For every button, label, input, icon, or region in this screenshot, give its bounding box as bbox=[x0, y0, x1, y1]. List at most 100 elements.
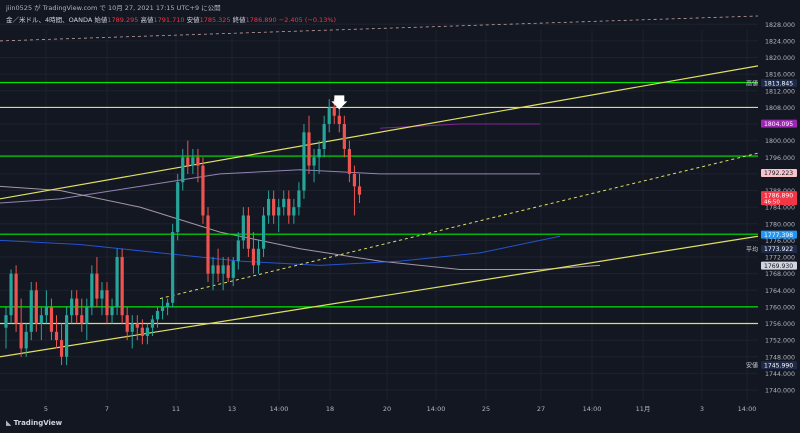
open-label: 始値 bbox=[94, 16, 108, 24]
candle bbox=[292, 198, 296, 224]
time-tick-label: 14:00 bbox=[583, 405, 602, 413]
time-tick-label: 27 bbox=[537, 405, 545, 413]
change-value: −2.405 (−0.13%) bbox=[278, 16, 337, 24]
trendlines[interactable] bbox=[0, 15, 759, 358]
candle-body bbox=[191, 157, 195, 166]
price-tick-label: 1780.000 bbox=[765, 221, 795, 228]
candle-body bbox=[282, 198, 286, 208]
candle bbox=[287, 190, 291, 224]
candle-body bbox=[251, 248, 256, 266]
candle bbox=[261, 207, 266, 258]
horizontal-levels[interactable] bbox=[0, 81, 758, 325]
candle-body bbox=[297, 190, 301, 208]
price-label: 平均 1773.922 bbox=[746, 245, 797, 254]
price-tick-label: 1808.000 bbox=[765, 105, 795, 112]
time-tick-label: 14:00 bbox=[738, 405, 757, 413]
candle-body bbox=[70, 298, 74, 316]
price-label-value: 1777.398 bbox=[764, 232, 793, 239]
candle bbox=[145, 323, 149, 345]
price-tick-label: 1820.000 bbox=[765, 55, 795, 62]
candle bbox=[221, 257, 225, 291]
candle bbox=[115, 248, 119, 316]
candle bbox=[75, 290, 79, 324]
candle bbox=[59, 323, 64, 366]
price-tick-label: 1828.000 bbox=[765, 22, 795, 29]
candle-body bbox=[357, 186, 362, 195]
high-label: 高値 bbox=[140, 16, 154, 24]
candle-body bbox=[347, 148, 351, 174]
candle-body bbox=[261, 215, 266, 249]
tv-logo-text: TradingView bbox=[13, 419, 63, 427]
candle bbox=[9, 269, 13, 324]
candle-body bbox=[120, 257, 124, 316]
candle bbox=[236, 232, 240, 270]
price-label-name: 安値 bbox=[746, 362, 758, 370]
candle bbox=[105, 281, 109, 324]
candle-body bbox=[39, 315, 43, 324]
price-label-value: 1745.990 bbox=[764, 362, 793, 369]
price-label-box bbox=[761, 261, 797, 270]
candle-body bbox=[332, 107, 336, 116]
moving-averages bbox=[0, 123, 601, 270]
ohlc-line: 金／米ドル、4時間、OANDA 始値1789.295 高値1791.710 安値… bbox=[6, 14, 336, 24]
price-tick-label: 1796.000 bbox=[765, 155, 795, 162]
candle-body bbox=[4, 315, 8, 328]
price-label: 安値 1745.990 bbox=[746, 361, 797, 370]
candle bbox=[100, 281, 104, 316]
candle-body bbox=[221, 265, 225, 274]
candle bbox=[241, 207, 245, 249]
candle-body bbox=[292, 207, 296, 216]
candle-body bbox=[160, 306, 165, 312]
tradingview-logo[interactable]: ◣ TradingView bbox=[6, 419, 62, 427]
price-label-name: 平均 bbox=[746, 246, 758, 254]
candle bbox=[206, 207, 210, 282]
candle bbox=[14, 265, 18, 332]
dashed-trendline bbox=[159, 152, 759, 300]
candle bbox=[24, 323, 28, 357]
candle bbox=[307, 115, 311, 174]
candle bbox=[125, 306, 129, 341]
price-axis[interactable]: 1740.000 1744.000 1748.000 1752.000 1756.000… bbox=[765, 22, 795, 395]
candle bbox=[201, 157, 205, 224]
candle-body bbox=[246, 215, 250, 249]
candle bbox=[65, 306, 69, 366]
time-tick-label: 14:00 bbox=[427, 405, 446, 413]
candle-body bbox=[155, 311, 160, 320]
price-label-value: 1786.890 bbox=[764, 192, 793, 199]
candle bbox=[186, 140, 190, 174]
candle-body bbox=[211, 265, 215, 274]
price-tick-label: 1800.000 bbox=[765, 138, 795, 145]
time-axis[interactable]: 5 7 11 13 14:00 18 20 14:00 25 27 14:00 11月 3 14:00 bbox=[44, 405, 756, 413]
candle bbox=[317, 140, 321, 174]
candle-body bbox=[54, 331, 59, 341]
candle-body bbox=[216, 265, 220, 274]
candle bbox=[166, 298, 170, 316]
candle bbox=[140, 319, 144, 345]
open-value: 1789.295 bbox=[107, 16, 139, 24]
price-tick-label: 1748.000 bbox=[765, 354, 795, 361]
candle bbox=[19, 298, 23, 357]
time-tick-label: 25 bbox=[482, 405, 490, 413]
candle-body bbox=[110, 306, 114, 316]
price-tick-label: 1776.000 bbox=[765, 238, 795, 245]
low-label: 安値 bbox=[186, 16, 200, 24]
price-tick-label: 1824.000 bbox=[765, 38, 795, 45]
candle-body bbox=[95, 273, 99, 299]
price-label-value: 1773.922 bbox=[764, 246, 793, 253]
price-label-box bbox=[761, 79, 797, 88]
candle-body bbox=[80, 315, 84, 324]
candle-body bbox=[59, 340, 64, 357]
tv-logo-icon: ◣ bbox=[6, 419, 12, 427]
price-label: 1792.223 bbox=[761, 168, 797, 177]
candle bbox=[302, 124, 306, 199]
candle-body bbox=[317, 148, 321, 158]
candle-body bbox=[14, 273, 18, 324]
candle bbox=[251, 232, 256, 274]
price-tick-label: 1772.000 bbox=[765, 255, 795, 262]
candle bbox=[277, 198, 281, 233]
price-tick-label: 1744.000 bbox=[765, 371, 795, 378]
symbol-name[interactable]: 金／米ドル、4時間、OANDA bbox=[6, 16, 93, 24]
candle-body bbox=[130, 323, 134, 332]
